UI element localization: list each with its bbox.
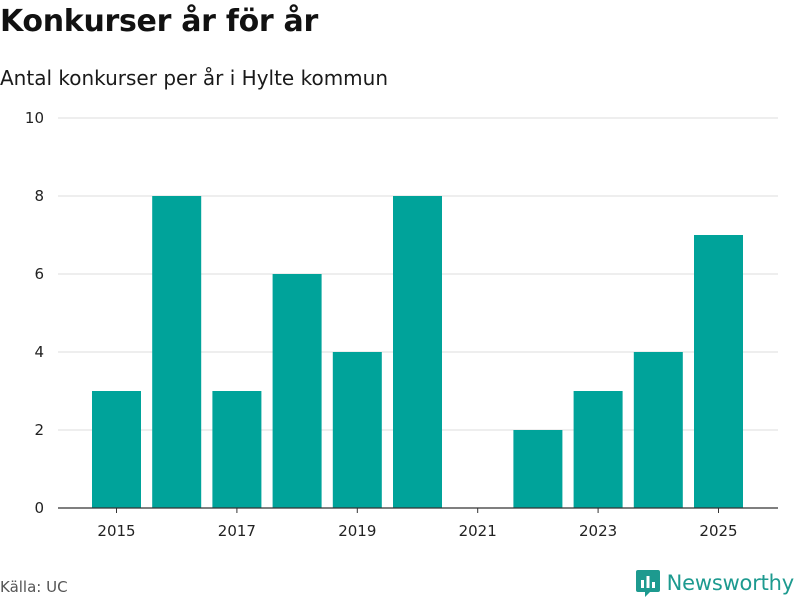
chart-title: Konkurser år för år: [0, 4, 318, 39]
y-tick-label-8: 8: [34, 187, 44, 205]
y-tick-label-4: 4: [34, 343, 44, 361]
bar-2015: [92, 391, 141, 508]
x-axis: 2015 2017 2019 2021 2023 2025: [58, 507, 778, 540]
chart-subtitle: Antal konkurser per år i Hylte kommun: [0, 66, 389, 90]
x-tick-label-2017: 2017: [218, 522, 256, 540]
bar-2022: [513, 430, 563, 508]
bar-2025: [694, 235, 743, 508]
bars: [92, 196, 743, 508]
y-tick-label-10: 10: [25, 109, 44, 127]
bar-2019: [332, 352, 382, 508]
x-tick-label-2025: 2025: [699, 522, 737, 540]
source-note: Källa: UC: [0, 578, 68, 596]
y-axis: 0 2 4 6 8 10: [25, 109, 44, 517]
newsworthy-logo-text: Newsworthy: [666, 571, 795, 595]
newsworthy-logo-icon: [635, 570, 660, 597]
bar-2017: [212, 391, 262, 508]
x-tick-label-2023: 2023: [579, 522, 617, 540]
x-tick-label-2021: 2021: [459, 522, 497, 540]
y-tick-label-2: 2: [34, 421, 44, 439]
bar-2023: [573, 391, 623, 508]
bar-2018: [272, 274, 322, 508]
bar-2016: [152, 196, 202, 508]
bar-2024: [633, 352, 683, 508]
newsworthy-logo: Newsworthy: [635, 568, 794, 598]
x-tick-label-2019: 2019: [338, 522, 376, 540]
bar-chart: 0 2 4 6 8 10 2015 2017 2019 2021 2023 2025: [25, 109, 778, 540]
bar-2020: [393, 196, 442, 508]
x-tick-label-2015: 2015: [97, 522, 135, 540]
y-tick-label-6: 6: [34, 265, 44, 283]
y-tick-label-0: 0: [34, 499, 44, 517]
